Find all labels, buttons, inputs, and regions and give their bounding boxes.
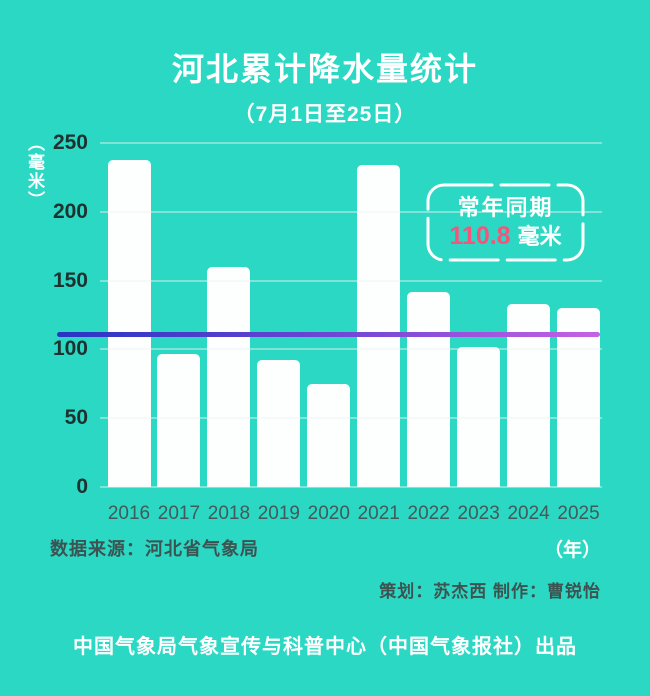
normal-period-annotation: 常年同期 110.8 毫米 bbox=[426, 183, 585, 262]
y-tick-0: 0 bbox=[76, 475, 88, 498]
x-tick-2020: 2020 bbox=[307, 503, 350, 524]
y-tick-250: 250 bbox=[52, 131, 88, 154]
gridline-150 bbox=[100, 279, 602, 282]
bar-2017 bbox=[157, 353, 201, 487]
x-tick-2022: 2022 bbox=[407, 503, 450, 524]
credits-label: 策划：苏杰西 制作：曹锐怡 bbox=[379, 582, 601, 601]
annotation-unit: 毫米 bbox=[517, 223, 562, 249]
x-tick-2023: 2023 bbox=[457, 503, 500, 524]
x-axis-unit-label: （年） bbox=[543, 540, 601, 561]
y-tick-150: 150 bbox=[52, 268, 88, 292]
bar-2021 bbox=[357, 165, 401, 487]
x-tick-2017: 2017 bbox=[157, 503, 201, 524]
page-title: 河北累计降水量统计 bbox=[171, 51, 478, 87]
annotation-dashed-border bbox=[426, 183, 585, 262]
x-tick-2025: 2025 bbox=[557, 503, 600, 524]
y-tick-50: 50 bbox=[64, 406, 88, 430]
bar-2022 bbox=[407, 291, 451, 487]
x-tick-2016: 2016 bbox=[107, 503, 151, 524]
y-axis-unit-label: （毫米） bbox=[25, 134, 44, 210]
bar-2019 bbox=[257, 360, 301, 487]
gridline-50 bbox=[100, 417, 602, 420]
annotation-value: 110.8 bbox=[449, 221, 511, 250]
bar-2025 bbox=[557, 308, 601, 487]
x-tick-2018: 2018 bbox=[207, 503, 251, 524]
x-tick-2024: 2024 bbox=[507, 503, 550, 524]
annotation-value-row: 110.8 毫米 bbox=[449, 221, 562, 250]
x-tick-2021: 2021 bbox=[357, 503, 400, 524]
gridline-100 bbox=[100, 348, 602, 351]
bar-2016 bbox=[107, 159, 151, 487]
normal-period-reference-line bbox=[57, 332, 600, 338]
bar-2023 bbox=[457, 346, 501, 487]
footer-production-label: 中国气象局气象宣传与科普中心（中国气象报社）出品 bbox=[73, 636, 577, 658]
gridline-200 bbox=[100, 210, 602, 213]
gridline-0 bbox=[100, 486, 602, 488]
page-subtitle: （7月1日至25日） bbox=[233, 103, 417, 126]
gridline-250 bbox=[100, 142, 602, 144]
y-tick-100: 100 bbox=[52, 337, 88, 361]
bar-2020 bbox=[307, 383, 351, 487]
y-tick-200: 200 bbox=[52, 199, 88, 223]
data-source-label: 数据来源：河北省气象局 bbox=[50, 539, 259, 559]
annotation-label: 常年同期 bbox=[457, 194, 554, 220]
x-tick-2019: 2019 bbox=[257, 503, 300, 524]
bar-2018 bbox=[207, 266, 251, 487]
